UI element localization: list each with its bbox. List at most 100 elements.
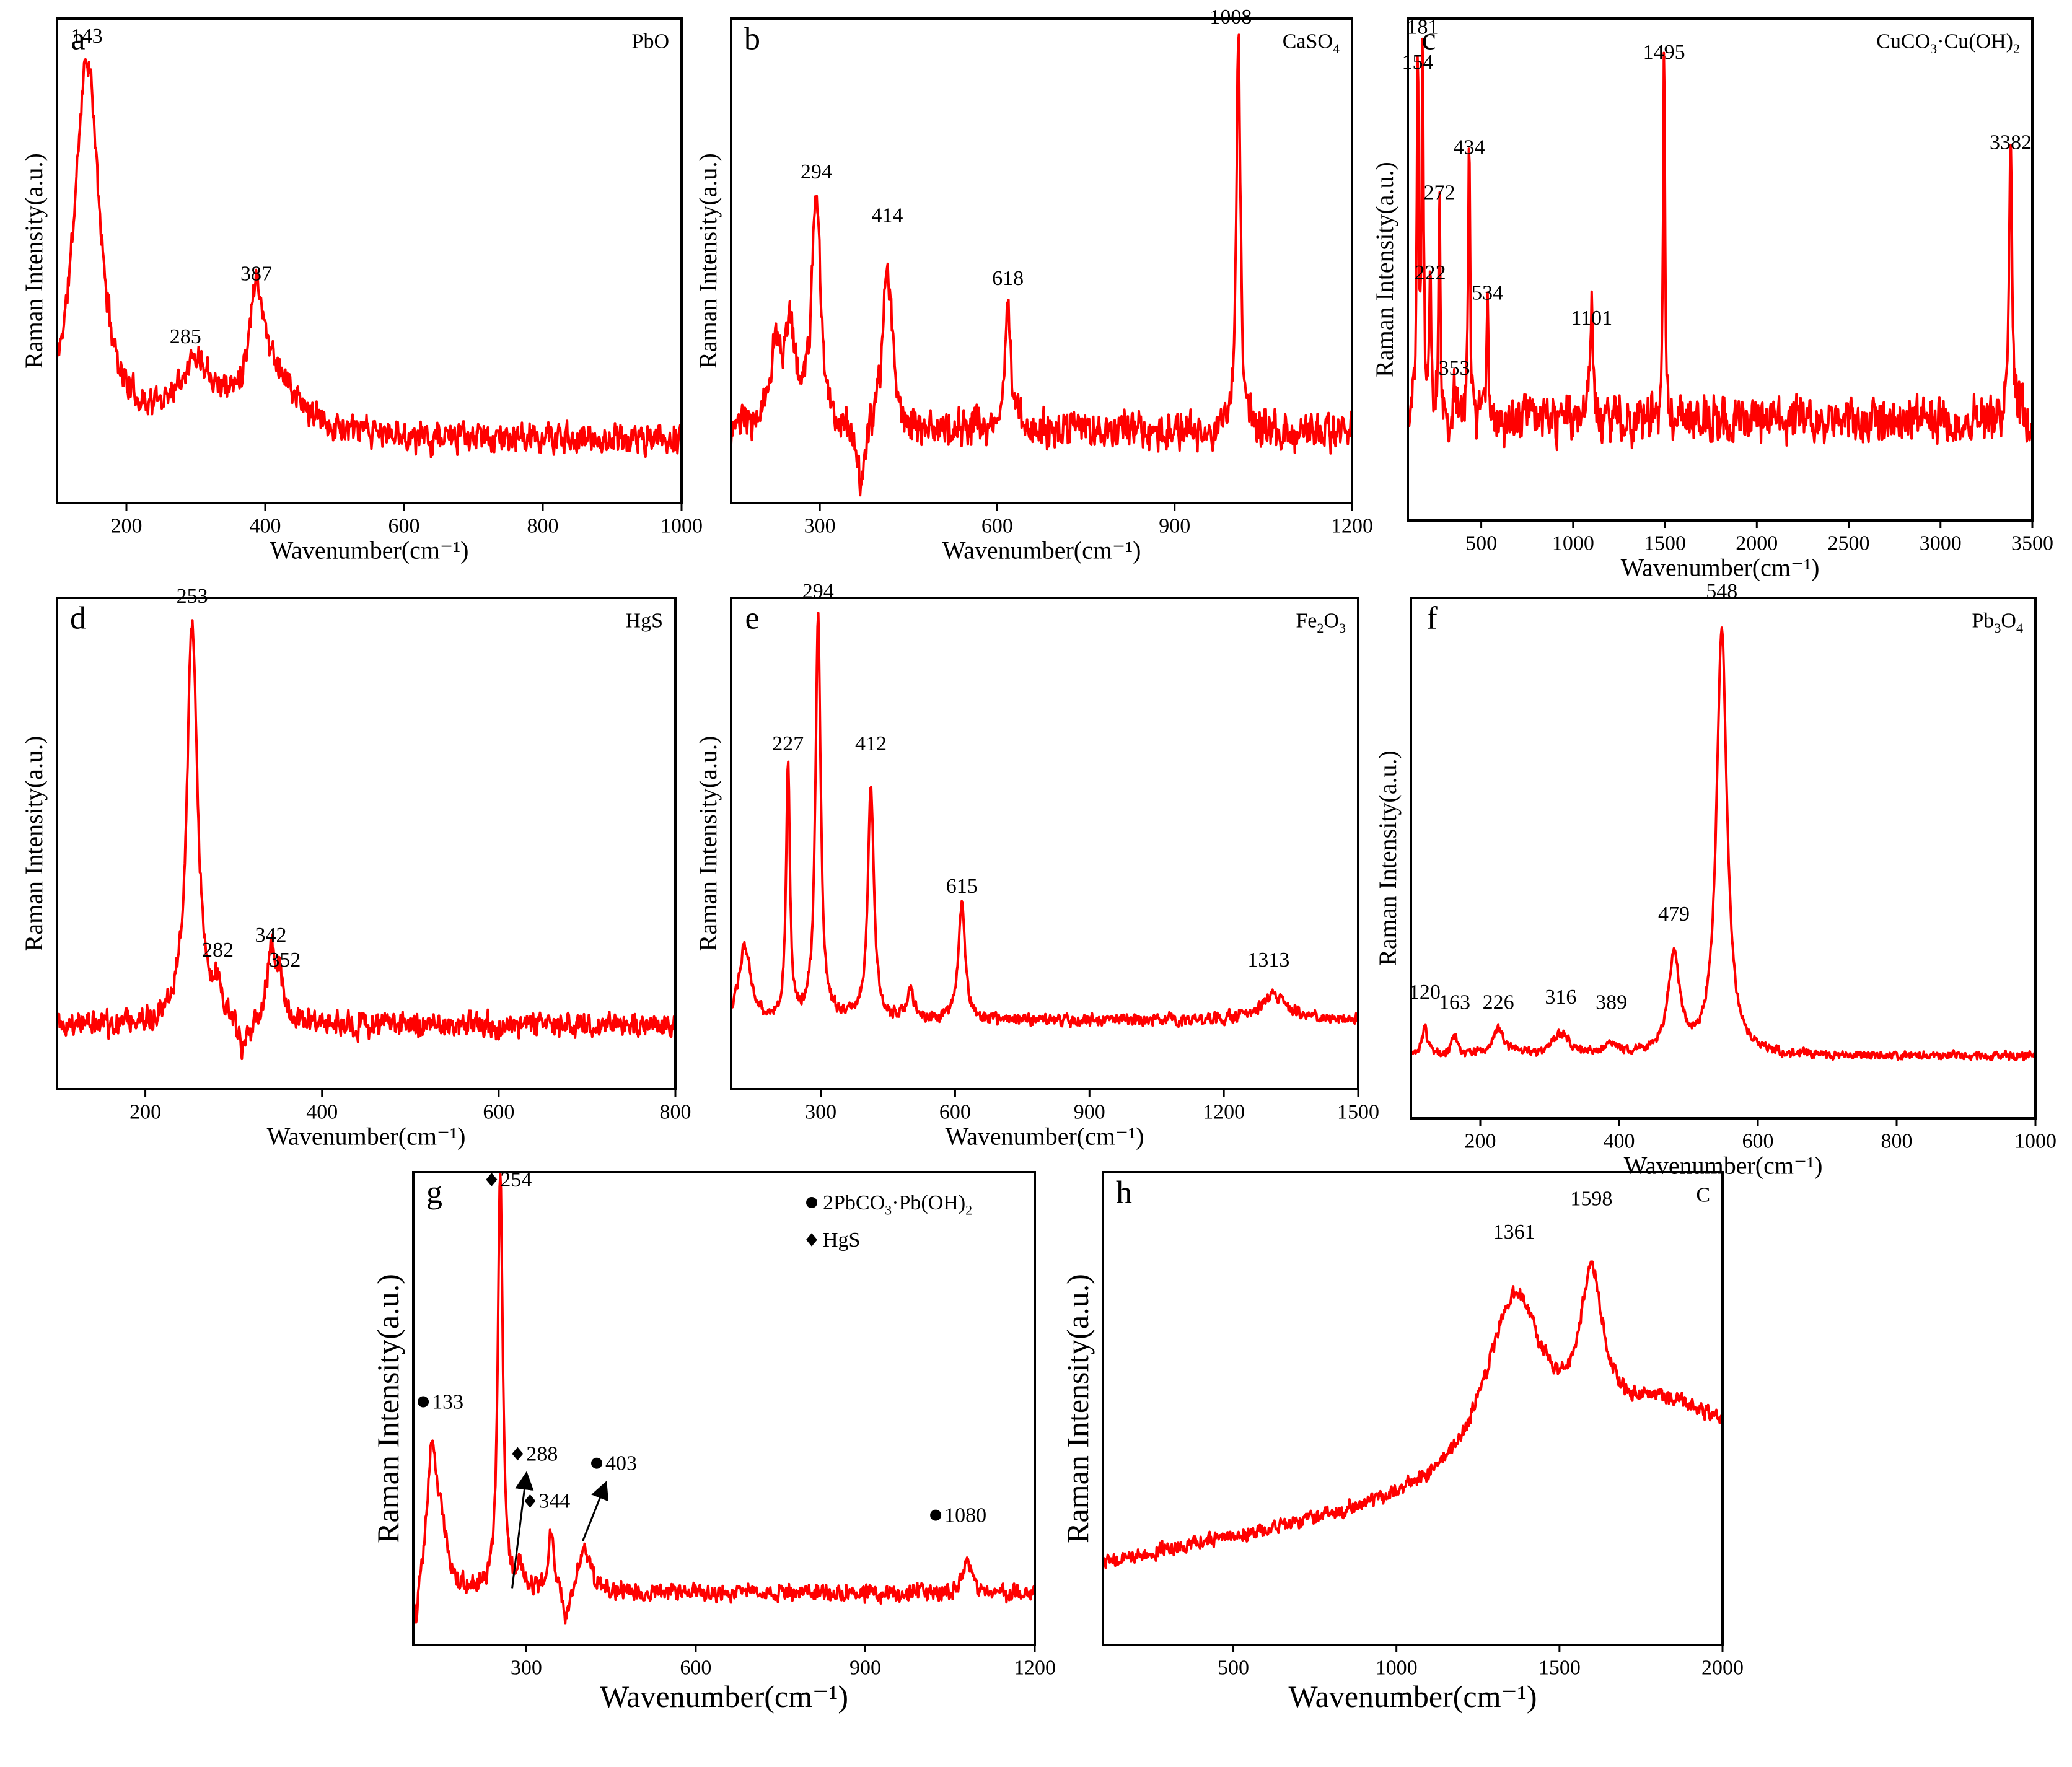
plot-frame <box>730 597 1359 1090</box>
y-axis-label: Raman Intensity(a.u.) <box>1371 162 1398 377</box>
x-tick-label: 200 <box>1465 1130 1496 1153</box>
x-tick-label: 200 <box>130 1101 161 1124</box>
x-tick-label: 400 <box>306 1101 338 1124</box>
plot-frame <box>412 1171 1036 1646</box>
plot-frame <box>1407 17 2034 522</box>
x-axis-label: Wavenumber(cm⁻¹) <box>946 1123 1144 1151</box>
peak-label: 434 <box>1454 136 1485 159</box>
peak-label: 412 <box>855 732 887 755</box>
x-tick-label: 300 <box>511 1657 542 1680</box>
x-tick-label: 600 <box>939 1101 971 1124</box>
x-tick-label: 400 <box>250 515 281 538</box>
plot-frame <box>56 17 683 504</box>
peak-label: 1495 <box>1643 41 1685 64</box>
raman-spectrum-line <box>412 1173 1036 1625</box>
x-axis-label: Wavenumber(cm⁻¹) <box>1621 554 1820 582</box>
x-tick-label: 1200 <box>1203 1101 1245 1124</box>
annotation-arrow <box>511 1471 534 1589</box>
panel-letter: a <box>71 21 85 56</box>
panel-letter: c <box>1421 21 1436 56</box>
peak-label: 387 <box>240 262 272 285</box>
x-tick-label: 1000 <box>1376 1657 1418 1680</box>
peak-label: 294 <box>801 160 832 183</box>
panel-letter: g <box>426 1175 442 1210</box>
x-tick-label: 600 <box>483 1101 514 1124</box>
x-tick-label: 1000 <box>1552 532 1594 555</box>
peak-label: 1313 <box>1247 949 1289 971</box>
x-tick-label: 200 <box>111 515 143 538</box>
raman-spectrum-line <box>730 33 1353 497</box>
peak-label: 288 <box>526 1442 558 1465</box>
plot-frame <box>1102 1171 1724 1646</box>
panel-letter: e <box>745 600 759 636</box>
peak-label: 615 <box>946 875 978 898</box>
panel-letter: f <box>1426 600 1438 636</box>
raman-spectrum-line <box>56 619 677 1061</box>
peak-label: 342 <box>255 924 287 947</box>
peak-label: 3382 <box>1990 131 2032 154</box>
panel-letter: b <box>744 21 760 56</box>
diamond-marker-icon <box>512 1447 524 1461</box>
chart-panel-h: 500 1000 1500 2000 Wavenumber(cm⁻¹) Raman Int… <box>1060 1171 1744 1714</box>
peak-label: 548 <box>1706 580 1737 603</box>
x-tick-label: 300 <box>805 1101 836 1124</box>
y-axis-label: Raman Intensity(a.u.) <box>694 153 722 369</box>
y-axis-label: Raman Intensity(a.u.) <box>1374 750 1402 966</box>
peak-label: 353 <box>1439 357 1470 380</box>
peak-label: 316 <box>1545 986 1576 1009</box>
x-tick-label: 1500 <box>1337 1101 1379 1124</box>
peak-label: 403 <box>605 1452 637 1475</box>
x-tick-label: 300 <box>804 515 836 538</box>
chart-panel-b: 300 600 900 1200 Wavenumber(cm⁻¹) Raman Inten… <box>694 6 1373 564</box>
y-axis-label: Raman Intensity(a.u.) <box>20 736 48 952</box>
peak-label: 1101 <box>1571 307 1612 330</box>
diamond-marker-icon <box>806 1233 817 1247</box>
peak-label: 143 <box>71 25 103 48</box>
x-tick-label: 2000 <box>1701 1657 1744 1680</box>
peak-label: 272 <box>1423 182 1455 204</box>
raman-spectrum-line <box>1102 1260 1724 1569</box>
raman-spectrum-line <box>730 612 1359 1028</box>
peak-label: 534 <box>1472 282 1503 305</box>
x-tick-label: 600 <box>680 1657 711 1680</box>
peak-label: 1008 <box>1209 6 1252 28</box>
circle-marker-icon <box>806 1197 817 1208</box>
x-axis-label: Wavenumber(cm⁻¹) <box>1288 1679 1537 1714</box>
circle-marker-icon <box>591 1457 603 1469</box>
y-axis-label: Raman Intensity(a.u.) <box>20 153 48 369</box>
circle-marker-icon <box>930 1509 942 1521</box>
y-axis-label: Raman Intensity(a.u.) <box>371 1274 405 1543</box>
x-axis-label: Wavenumber(cm⁻¹) <box>270 537 469 564</box>
raman-spectrum-line <box>1410 626 2037 1062</box>
chart-panel-e: 300 600 900 1200 1500 Wavenumber(cm⁻¹) Raman I… <box>694 580 1379 1151</box>
peak-label: 479 <box>1658 903 1690 926</box>
plot-frame <box>56 597 677 1090</box>
peak-label: 120 <box>1409 981 1441 1004</box>
peak-label: 389 <box>1596 991 1627 1014</box>
x-axis-label: Wavenumber(cm⁻¹) <box>600 1679 848 1714</box>
sample-label: CuCO3·Cu(OH)2 <box>1876 30 2020 57</box>
x-tick-label: 1000 <box>661 515 703 538</box>
diamond-marker-icon <box>486 1173 498 1186</box>
peak-label: 294 <box>802 580 834 603</box>
x-tick-label: 500 <box>1465 532 1497 555</box>
peak-label: 222 <box>1415 261 1446 284</box>
legend-entry: 2PbCO3·Pb(OH)2 <box>823 1191 972 1218</box>
chart-panel-a: 200 400 600 800 1000 Wavenumber(cm⁻¹) Raman In… <box>20 17 703 564</box>
peak-label: 282 <box>202 939 234 962</box>
x-axis-label: Wavenumber(cm⁻¹) <box>942 537 1141 564</box>
plot-frame <box>730 17 1353 504</box>
plot-frame <box>1410 597 2037 1120</box>
x-tick-label: 1200 <box>1014 1657 1056 1680</box>
sample-label: HgS <box>626 610 663 633</box>
circle-marker-icon <box>418 1396 429 1408</box>
peak-label: 254 <box>500 1168 532 1191</box>
x-tick-label: 900 <box>1074 1101 1105 1124</box>
x-tick-label: 800 <box>1881 1130 1913 1153</box>
x-tick-label: 900 <box>849 1657 881 1680</box>
x-tick-label: 1200 <box>1331 515 1373 538</box>
legend-entry: HgS <box>823 1229 860 1252</box>
panel-letter: d <box>70 600 86 636</box>
x-tick-label: 500 <box>1218 1657 1249 1680</box>
x-tick-label: 3000 <box>1920 532 1962 555</box>
